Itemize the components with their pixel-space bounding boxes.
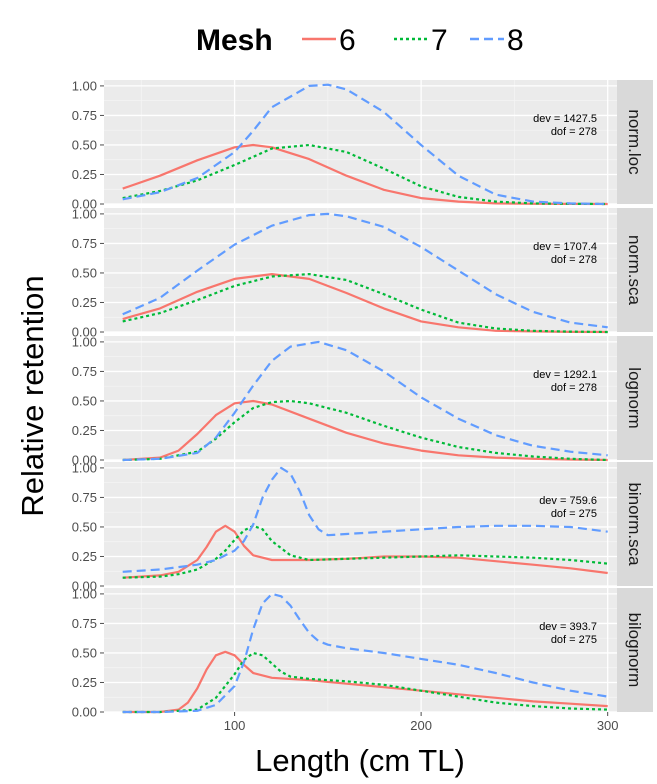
y-tick-label: 0.50 xyxy=(72,265,97,280)
y-tick-label: 1.00 xyxy=(72,460,97,475)
y-tick-label: 0.50 xyxy=(72,137,97,152)
annotation-dev: dev = 393.7 xyxy=(539,621,597,633)
legend-label-8: 8 xyxy=(507,24,524,57)
y-tick-label: 0.25 xyxy=(72,295,97,310)
annotation-dev: dev = 759.6 xyxy=(539,495,597,507)
y-tick-label: 0.75 xyxy=(72,490,97,505)
legend-title: Mesh xyxy=(196,24,273,57)
panel-background xyxy=(104,336,617,460)
series-line-mesh-7 xyxy=(122,143,608,206)
series-line-mesh-8 xyxy=(122,212,608,329)
legend-entry-7: 7 xyxy=(394,24,448,57)
strip-label: norm.loc xyxy=(625,109,644,175)
y-tick-label: 0.25 xyxy=(72,423,97,438)
annotation-dof: dof = 278 xyxy=(551,126,597,138)
series-line-mesh-6 xyxy=(122,399,608,462)
annotation-dev: dev = 1427.5 xyxy=(533,113,597,125)
legend: Mesh 6 7 8 xyxy=(196,24,524,57)
series-line-mesh-8 xyxy=(122,466,608,573)
y-tick-label: 0.00 xyxy=(72,579,97,594)
y-tick-label: 0.75 xyxy=(72,236,97,251)
y-tick-label: 1.00 xyxy=(72,334,97,349)
strip-background xyxy=(617,208,653,332)
legend-entry-8: 8 xyxy=(470,24,524,57)
annotation-dof: dof = 275 xyxy=(551,634,597,646)
y-tick-label: 0.50 xyxy=(72,393,97,408)
series-line-mesh-8 xyxy=(122,83,608,206)
series-line-mesh-6 xyxy=(122,524,608,579)
y-tick-label: 0.50 xyxy=(72,519,97,534)
x-tick-label: 200 xyxy=(410,718,432,733)
y-tick-label: 1.00 xyxy=(72,586,97,601)
y-tick-label: 1.00 xyxy=(72,78,97,93)
y-tick-label: 1.00 xyxy=(72,206,97,221)
x-axis-title: Length (cm TL) xyxy=(255,743,465,778)
annotation-dev: dev = 1707.4 xyxy=(533,241,597,253)
strip-background xyxy=(617,336,653,460)
legend-entry-6: 6 xyxy=(302,24,356,57)
y-tick-label: 0.00 xyxy=(72,325,97,340)
series-line-mesh-8 xyxy=(122,340,608,462)
annotation-dof: dof = 278 xyxy=(551,382,597,394)
annotation-dof: dof = 275 xyxy=(551,508,597,520)
strip-label: norm.sca xyxy=(625,235,644,305)
x-axis: 100 200 300 xyxy=(224,712,619,733)
series-line-mesh-7 xyxy=(122,273,608,334)
y-tick-label: 0.25 xyxy=(72,675,97,690)
y-axis-title: Relative retention xyxy=(15,275,50,516)
strip-label: lognorm xyxy=(625,367,644,428)
y-tick-label: 0.75 xyxy=(72,616,97,631)
legend-label-7: 7 xyxy=(431,24,448,57)
y-tick-label: 0.75 xyxy=(72,108,97,123)
annotation-dof: dof = 278 xyxy=(551,254,597,266)
y-tick-label: 0.00 xyxy=(72,197,97,212)
x-tick-label: 100 xyxy=(224,718,246,733)
y-tick-label: 0.00 xyxy=(72,453,97,468)
series-line-mesh-6 xyxy=(122,650,608,714)
strip-background xyxy=(617,588,653,712)
y-tick-label: 0.25 xyxy=(72,549,97,564)
strip-background xyxy=(617,80,653,204)
x-tick-label: 300 xyxy=(597,718,619,733)
y-tick-label: 0.00 xyxy=(72,705,97,720)
panel-background xyxy=(104,588,617,712)
strip-label: bilognorm xyxy=(625,613,644,688)
y-tick-label: 0.75 xyxy=(72,364,97,379)
annotation-dev: dev = 1292.1 xyxy=(533,369,597,381)
y-tick-label: 0.50 xyxy=(72,645,97,660)
strip-label: binorm.sca xyxy=(625,482,644,566)
legend-label-6: 6 xyxy=(339,24,356,57)
y-tick-label: 0.25 xyxy=(72,167,97,182)
strip-background xyxy=(617,462,653,586)
